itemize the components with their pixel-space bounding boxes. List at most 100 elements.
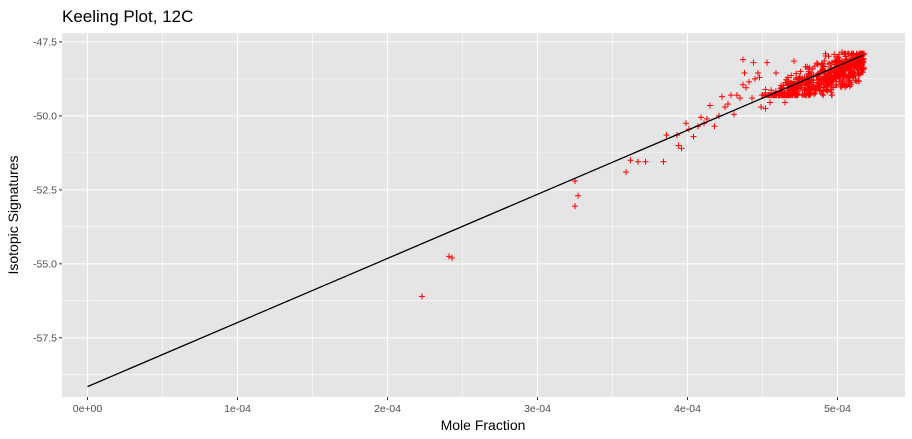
data-point <box>802 86 809 93</box>
data-point <box>790 78 797 85</box>
data-point <box>762 105 769 112</box>
data-point <box>822 53 829 60</box>
data-point <box>851 63 858 70</box>
data-point <box>816 75 823 82</box>
data-point <box>831 51 838 58</box>
data-point <box>746 78 752 85</box>
y-axis: -47.5 -50.0 -52.5 -55.0 -57.5 <box>33 36 62 344</box>
data-point <box>837 72 844 79</box>
data-point <box>838 83 845 90</box>
data-point <box>683 120 689 127</box>
data-point <box>826 60 833 67</box>
data-point <box>731 111 737 118</box>
data-point <box>446 253 452 260</box>
data-point <box>635 158 641 165</box>
data-point <box>449 254 455 261</box>
data-point <box>719 93 725 100</box>
data-point <box>848 79 855 86</box>
x-tick-label: 2e-04 <box>374 403 401 415</box>
data-point <box>707 102 713 109</box>
data-point <box>805 70 812 77</box>
data-point <box>698 114 704 121</box>
data-point <box>750 59 757 66</box>
data-point <box>755 69 761 76</box>
data-point <box>856 56 863 63</box>
data-point <box>827 73 834 80</box>
y-axis-title: Isotopic Signatures <box>5 155 21 274</box>
data-point <box>575 192 581 199</box>
data-point <box>675 142 682 149</box>
y-tick-label: -50.0 <box>33 110 57 122</box>
data-point <box>782 99 788 106</box>
data-point <box>752 75 758 82</box>
data-point <box>777 82 784 89</box>
data-point <box>834 53 841 60</box>
data-point <box>794 88 801 95</box>
data-point <box>846 67 853 74</box>
data-point <box>788 72 795 79</box>
data-point <box>728 92 734 99</box>
y-tick-label: -52.5 <box>33 184 57 196</box>
data-point <box>786 92 793 99</box>
data-point <box>859 60 866 67</box>
data-point <box>854 70 861 77</box>
data-point <box>767 99 773 106</box>
data-point <box>821 76 828 83</box>
x-tick-label: 0e+00 <box>73 403 103 415</box>
data-point <box>815 84 822 91</box>
data-point <box>741 69 748 76</box>
data-point <box>756 74 763 81</box>
data-point <box>725 101 731 108</box>
data-point <box>852 62 859 69</box>
data-point <box>821 84 828 91</box>
data-point <box>845 73 852 80</box>
points-layer <box>419 49 868 300</box>
data-point <box>758 103 764 110</box>
data-point <box>821 57 828 64</box>
data-point <box>832 82 839 89</box>
data-point <box>846 83 853 90</box>
data-point <box>797 68 804 75</box>
data-point <box>801 91 808 98</box>
data-point <box>743 84 749 91</box>
data-point <box>764 59 770 66</box>
data-point <box>572 203 578 210</box>
data-point <box>850 50 857 57</box>
y-tick-label: -47.5 <box>33 36 57 48</box>
fit-line-layer <box>87 54 864 388</box>
data-point <box>660 158 667 165</box>
data-point <box>784 74 791 81</box>
data-point <box>819 91 826 98</box>
data-point <box>808 86 815 93</box>
x-tick-label: 5e-04 <box>824 403 851 415</box>
data-point <box>813 60 820 67</box>
data-point <box>711 123 718 130</box>
data-point <box>627 157 634 164</box>
data-point <box>791 58 797 65</box>
data-point <box>841 81 848 88</box>
data-point <box>623 169 629 176</box>
data-point <box>737 95 743 102</box>
data-point <box>822 75 829 82</box>
data-point <box>813 79 820 86</box>
data-point <box>722 103 728 110</box>
plot-panel <box>62 33 905 397</box>
data-point <box>845 78 852 85</box>
x-tick-label: 4e-04 <box>674 403 701 415</box>
data-point <box>773 69 779 76</box>
x-axis-title: Mole Fraction <box>441 417 526 433</box>
data-point <box>842 72 849 79</box>
data-point <box>829 92 836 99</box>
data-point <box>793 70 800 77</box>
grid-minor <box>62 33 905 397</box>
data-point <box>830 77 837 84</box>
data-point <box>840 50 847 57</box>
data-point <box>812 89 819 96</box>
data-point <box>850 68 857 75</box>
data-point <box>791 86 798 93</box>
data-point <box>749 95 755 102</box>
data-point <box>780 92 787 99</box>
x-axis: 0e+00 1e-04 2e-04 3e-04 4e-04 5e-04 <box>73 397 851 415</box>
data-point <box>690 133 697 140</box>
